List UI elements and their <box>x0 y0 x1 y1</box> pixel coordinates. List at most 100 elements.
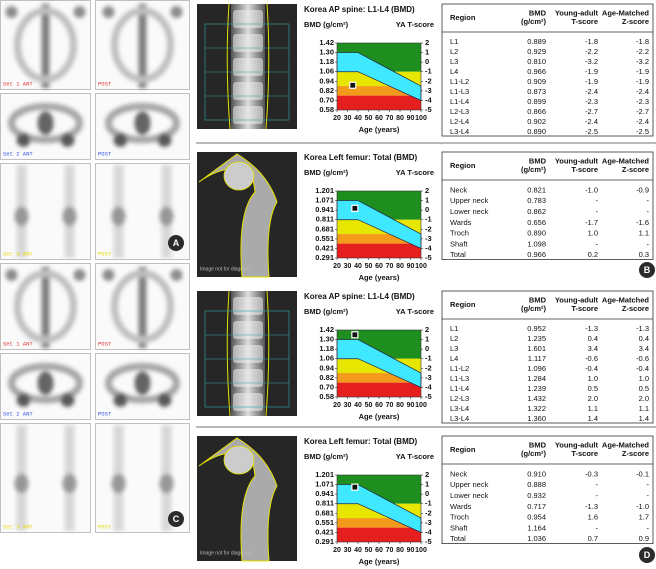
table-header: Young-adult <box>555 157 599 166</box>
table-cell: 1.322 <box>527 404 546 413</box>
y-tick-label: 0.291 <box>315 253 334 262</box>
y2-tick-label: -2 <box>425 76 432 85</box>
spine <box>41 4 50 88</box>
y-tick-label: 0.421 <box>315 527 334 536</box>
table-cell: 0.888 <box>527 480 546 489</box>
y2-tick-label: 0 <box>425 344 429 353</box>
x-tick-label: 70 <box>386 402 394 409</box>
scan-label: POST <box>98 80 112 87</box>
hip <box>60 392 75 407</box>
x-tick-label: 60 <box>375 115 383 122</box>
x-tick-label: 70 <box>386 547 394 554</box>
table-cell: L3 <box>450 57 458 66</box>
table-cell: 1.098 <box>527 239 546 248</box>
y2-tick-label: -3 <box>425 86 432 95</box>
table-cell: L4 <box>450 354 458 363</box>
table-frame <box>441 290 654 424</box>
scan-body <box>111 165 174 258</box>
table-cell: - <box>647 239 650 248</box>
y-axis-label: BMD (g/cm²) <box>304 307 349 316</box>
scan-image <box>0 423 91 533</box>
table-cell: 0.873 <box>527 87 546 96</box>
chart-title: Korea AP spine: L1-L4 (BMD) <box>304 5 415 14</box>
x-tick-label: 20 <box>333 263 341 270</box>
scan-label: Set 1 ANT <box>3 340 33 347</box>
table-cell: -2.5 <box>585 127 598 136</box>
y-tick-label: 1.071 <box>315 196 334 205</box>
y-tick-label: 1.42 <box>319 325 334 334</box>
table-header: BMD <box>529 9 547 18</box>
table-cell: L2-L4 <box>450 117 469 126</box>
ribcage <box>111 7 174 83</box>
x-tick-label: 40 <box>354 263 362 270</box>
table-header: (g/cm²) <box>521 449 547 458</box>
chart-title: Korea AP spine: L1-L4 (BMD) <box>304 292 415 301</box>
y2-tick-label: -2 <box>425 508 432 517</box>
scan-body <box>102 267 183 348</box>
x-tick-label: 50 <box>365 263 373 270</box>
table-header: Z-score <box>622 304 649 313</box>
reference-band <box>337 243 421 258</box>
spine <box>138 267 147 348</box>
shoulder <box>170 269 183 281</box>
reference-band <box>337 518 421 528</box>
y2-tick-label: 1 <box>425 335 429 344</box>
table-cell: 1.1 <box>639 404 649 413</box>
table-header: T-score <box>571 165 598 174</box>
hip <box>113 392 128 407</box>
table-header: T-score <box>571 304 598 313</box>
table-cell: 3.4 <box>639 344 649 353</box>
vertebra <box>233 58 263 76</box>
table-cell: -1.9 <box>636 67 649 76</box>
table-cell: 1.036 <box>527 534 546 543</box>
x-tick-label: 70 <box>386 115 394 122</box>
x-axis-label: Age (years) <box>359 273 400 282</box>
y-tick-label: 1.06 <box>319 67 334 76</box>
panel-label: C <box>173 514 180 524</box>
scan-body <box>102 4 183 88</box>
vertebra <box>233 369 263 387</box>
scan-body <box>105 102 180 147</box>
x-tick-label: 20 <box>333 115 341 122</box>
y2-axis-label: YA T-score <box>396 307 434 316</box>
y2-tick-label: -3 <box>425 518 432 527</box>
table-cell: 0.966 <box>527 250 546 259</box>
x-tick-label: 50 <box>365 115 373 122</box>
hip <box>16 132 31 147</box>
table-cell: 0.929 <box>527 47 546 56</box>
x-tick-label: 100 <box>415 547 427 554</box>
sacrum <box>37 111 54 136</box>
y2-tick-label: -4 <box>425 95 432 104</box>
table-cell: 1.0 <box>588 229 598 238</box>
table-cell: Troch <box>450 513 469 522</box>
table-cell: - <box>647 480 650 489</box>
table-cell: 3.4 <box>588 344 598 353</box>
y2-axis-label: YA T-score <box>396 20 434 29</box>
table-cell: -0.3 <box>585 469 598 478</box>
table-header: BMD <box>529 157 547 166</box>
scan-body <box>5 4 86 88</box>
x-tick-label: 60 <box>375 402 383 409</box>
y-tick-label: 0.94 <box>319 363 334 372</box>
scan-body <box>14 425 77 531</box>
table-cell: - <box>596 239 599 248</box>
table-cell: -1.3 <box>585 502 598 511</box>
chart-title: Korea Left femur: Total (BMD) <box>304 153 418 162</box>
panel-label: B <box>644 265 651 275</box>
table-cell: L3-L4 <box>450 414 469 423</box>
y-tick-label: 0.551 <box>315 234 334 243</box>
table-cell: -1.9 <box>585 67 598 76</box>
ribcage <box>14 269 77 344</box>
y-tick-label: 1.30 <box>319 335 334 344</box>
hip <box>157 132 172 147</box>
table-cell: -2.3 <box>636 97 649 106</box>
vertebra <box>233 321 263 339</box>
y-tick-label: 0.94 <box>319 76 334 85</box>
x-tick-label: 40 <box>354 402 362 409</box>
table-header: Young-adult <box>555 296 599 305</box>
table-cell: -2.3 <box>585 97 598 106</box>
scan-label: Set 3 ANT <box>3 523 33 530</box>
table-cell: -2.5 <box>636 127 649 136</box>
table-cell: - <box>596 480 599 489</box>
table-cell: 0.890 <box>527 127 546 136</box>
